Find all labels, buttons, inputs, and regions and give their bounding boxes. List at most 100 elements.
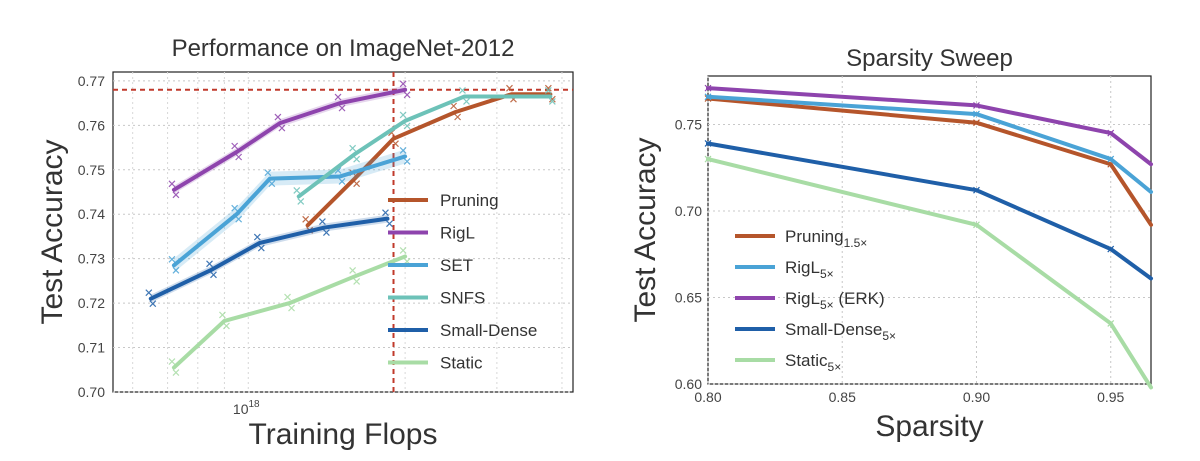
left-series-mark-small-dense <box>382 209 389 217</box>
left-series-mark-static <box>284 293 291 301</box>
right-series-mark <box>973 221 980 229</box>
left-series-mark-snfs <box>544 87 552 94</box>
left-series-line-rigl <box>171 87 408 192</box>
left-y-tick-label: 0.77 <box>78 73 105 89</box>
right-plot-area <box>707 75 1152 385</box>
right-y-tick-label: 0.75 <box>675 116 702 132</box>
left-series-mark-pruning <box>450 102 458 110</box>
left-series-mark-static <box>223 322 230 330</box>
left-series-mark-set <box>264 169 272 177</box>
left-series-mark-small-dense <box>318 218 326 225</box>
left-series-mark-pruning <box>302 215 310 223</box>
left-series-mark-snfs <box>399 111 407 119</box>
right-y-tick-label: 0.70 <box>675 203 702 219</box>
right-series-mark <box>704 140 712 147</box>
left-y-tick-label: 0.74 <box>78 206 105 222</box>
left-series-mark-static <box>219 311 226 319</box>
right-x-tick-label: 0.95 <box>1097 389 1124 405</box>
left-series-mark-set <box>338 178 346 185</box>
right-series-mark <box>1107 155 1115 163</box>
right-series-mark <box>1107 245 1115 253</box>
left-series-mark-rigl <box>403 91 411 99</box>
left-series-mark-small-dense <box>210 271 217 279</box>
left-series-mark-snfs <box>459 87 466 94</box>
left-series-mark-snfs <box>293 187 301 194</box>
left-series-mark-rigl <box>172 191 180 199</box>
left-legend-label: RigL <box>440 224 475 243</box>
left-series-mark-set <box>399 147 407 154</box>
left-series-line-snfs <box>296 94 553 199</box>
left-series-mark-small-dense <box>386 220 393 228</box>
left-series-mark-set <box>403 158 411 165</box>
left-series-mark-rigl <box>278 124 286 132</box>
left-series-mark-snfs <box>349 144 357 152</box>
right-series-line <box>706 141 1153 281</box>
left-series-mark-static <box>168 358 176 365</box>
left-series-mark-small-dense <box>206 260 213 268</box>
left-x-tick-label: 1018 <box>233 399 260 417</box>
left-y-tick-label: 0.73 <box>78 251 105 267</box>
right-legend-label: RigL5× (ERK) <box>785 289 885 312</box>
left-series-mark-snfs <box>403 122 411 130</box>
left-series-mark-rigl <box>338 104 346 112</box>
right-series-line <box>706 157 1153 390</box>
right-series-line <box>706 94 1153 194</box>
right-series-mark <box>704 93 712 101</box>
left-y-axis-label: Test Accuracy <box>36 139 69 324</box>
right-series-mark <box>973 101 980 109</box>
left-series-mark-set <box>231 204 239 212</box>
left-series-mark-static <box>288 304 295 312</box>
left-chart-title: Performance on ImageNet-2012 <box>172 35 515 62</box>
left-y-tick-label: 0.70 <box>78 384 105 400</box>
left-chart: 0.70 0.71 0.72 0.73 0.74 0.75 0.76 0.77 1018 Prun… <box>36 35 574 451</box>
left-series-band-rigl <box>173 85 406 194</box>
left-y-tick-label: 0.71 <box>78 340 105 356</box>
left-y-tick-label: 0.76 <box>78 117 105 133</box>
right-chart-title: Sparsity Sweep <box>846 45 1013 72</box>
left-series-mark-snfs <box>548 98 556 105</box>
left-series-mark-pruning <box>392 140 399 148</box>
right-series-mark <box>973 119 980 127</box>
left-series-mark-small-dense <box>257 244 265 252</box>
right-legend-label: RigL5× <box>785 258 834 281</box>
right-series-line <box>706 86 1153 167</box>
left-series-mark-small-dense <box>253 233 261 241</box>
left-series-mark-static <box>172 369 180 376</box>
left-series-mark-small-dense <box>149 300 157 308</box>
left-series-mark-set <box>168 255 176 263</box>
left-legend-label: SNFS <box>440 289 485 308</box>
left-x-axis-label: Training Flops <box>249 418 438 451</box>
left-series-mark-rigl <box>231 142 239 150</box>
left-series-mark-set <box>235 215 243 223</box>
left-y-tick-label: 0.75 <box>78 162 105 178</box>
left-series-mark-static <box>353 278 361 285</box>
left-series-mark-snfs <box>353 155 361 163</box>
right-series-mark <box>1107 129 1115 137</box>
right-legend-label: Pruning1.5× <box>785 227 867 250</box>
left-series-mark-static <box>349 267 357 274</box>
right-chart: 0.60 0.65 0.70 0.75 0.80 0.85 0.90 0.95 Pruning1… <box>629 45 1153 443</box>
right-series-mark <box>704 155 712 163</box>
left-series-mark-rigl <box>235 153 243 161</box>
left-series-mark-small-dense <box>322 229 330 236</box>
right-x-axis-label: Sparsity <box>875 410 983 443</box>
left-series-mark-rigl <box>274 113 282 121</box>
left-series-mark-pruning <box>353 180 361 188</box>
left-series-mark-small-dense <box>145 289 153 297</box>
left-series-mark-pruning <box>506 84 513 92</box>
right-y-axis-label: Test Accuracy <box>629 137 662 322</box>
left-series-mark-set <box>172 266 180 274</box>
left-series-mark-set <box>268 180 276 188</box>
left-series-line-set <box>171 154 408 268</box>
right-x-tick-label: 0.80 <box>694 389 721 405</box>
right-series-mark <box>1107 320 1115 327</box>
right-y-tick-label: 0.65 <box>675 289 702 305</box>
right-y-tick-label: 0.60 <box>675 376 702 392</box>
right-series-line <box>706 96 1153 227</box>
left-series-mark-pruning <box>454 113 462 121</box>
left-series-line-pruning <box>305 92 553 228</box>
left-series-mark-rigl <box>334 93 342 101</box>
left-legend-label: Static <box>440 354 483 373</box>
